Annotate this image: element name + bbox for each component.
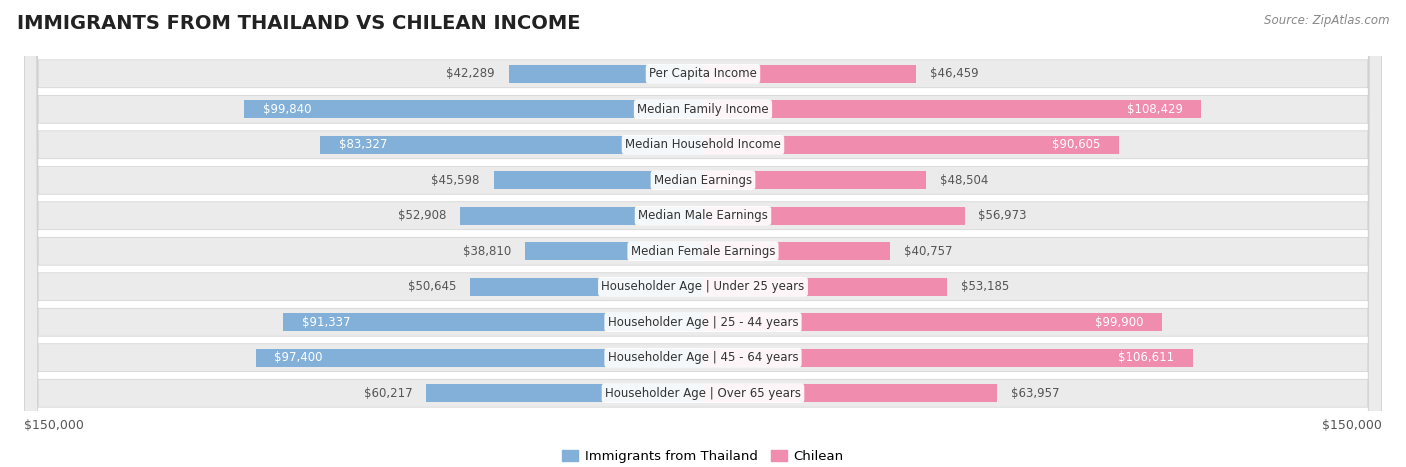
Bar	[245, 100, 703, 118]
Bar	[703, 171, 925, 189]
Text: Householder Age | 25 - 44 years: Householder Age | 25 - 44 years	[607, 316, 799, 329]
Text: Median Family Income: Median Family Income	[637, 103, 769, 116]
Text: $99,840: $99,840	[263, 103, 311, 116]
Text: Median Household Income: Median Household Income	[626, 138, 780, 151]
Text: IMMIGRANTS FROM THAILAND VS CHILEAN INCOME: IMMIGRANTS FROM THAILAND VS CHILEAN INCO…	[17, 14, 581, 33]
Bar	[703, 278, 948, 296]
FancyBboxPatch shape	[24, 0, 1382, 467]
Bar	[524, 242, 703, 260]
FancyBboxPatch shape	[24, 0, 1382, 467]
Text: $40,757: $40,757	[904, 245, 952, 258]
Text: $150,000: $150,000	[24, 419, 84, 432]
Text: $45,598: $45,598	[432, 174, 479, 187]
Text: Source: ZipAtlas.com: Source: ZipAtlas.com	[1264, 14, 1389, 27]
Bar	[460, 207, 703, 225]
Text: $97,400: $97,400	[274, 351, 322, 364]
Bar	[703, 349, 1192, 367]
Bar	[471, 278, 703, 296]
FancyBboxPatch shape	[24, 0, 1382, 467]
FancyBboxPatch shape	[24, 0, 1382, 467]
Bar	[703, 136, 1119, 154]
FancyBboxPatch shape	[24, 0, 1382, 467]
FancyBboxPatch shape	[24, 0, 1382, 467]
Text: Median Earnings: Median Earnings	[654, 174, 752, 187]
Text: Median Male Earnings: Median Male Earnings	[638, 209, 768, 222]
FancyBboxPatch shape	[24, 0, 1382, 467]
Bar	[256, 349, 703, 367]
Text: Per Capita Income: Per Capita Income	[650, 67, 756, 80]
Text: Householder Age | Under 25 years: Householder Age | Under 25 years	[602, 280, 804, 293]
Text: $42,289: $42,289	[446, 67, 495, 80]
Bar	[703, 242, 890, 260]
Legend: Immigrants from Thailand, Chilean: Immigrants from Thailand, Chilean	[557, 445, 849, 467]
Bar	[426, 384, 703, 402]
Bar	[703, 100, 1201, 118]
Text: $60,217: $60,217	[364, 387, 412, 400]
Bar	[703, 65, 917, 83]
Text: $83,327: $83,327	[339, 138, 387, 151]
Bar	[284, 313, 703, 331]
Text: $63,957: $63,957	[1011, 387, 1059, 400]
Text: Median Female Earnings: Median Female Earnings	[631, 245, 775, 258]
FancyBboxPatch shape	[24, 0, 1382, 467]
Text: $48,504: $48,504	[939, 174, 988, 187]
FancyBboxPatch shape	[24, 0, 1382, 467]
Text: Householder Age | Over 65 years: Householder Age | Over 65 years	[605, 387, 801, 400]
Bar	[703, 384, 997, 402]
Text: $53,185: $53,185	[962, 280, 1010, 293]
Bar	[509, 65, 703, 83]
Text: $99,900: $99,900	[1095, 316, 1143, 329]
Text: $50,645: $50,645	[408, 280, 457, 293]
Text: $106,611: $106,611	[1118, 351, 1174, 364]
FancyBboxPatch shape	[24, 0, 1382, 467]
Text: $38,810: $38,810	[463, 245, 510, 258]
Text: $91,337: $91,337	[302, 316, 350, 329]
Text: $52,908: $52,908	[398, 209, 446, 222]
Bar	[494, 171, 703, 189]
Bar	[703, 313, 1161, 331]
Text: $150,000: $150,000	[1322, 419, 1382, 432]
Text: $56,973: $56,973	[979, 209, 1026, 222]
Text: Householder Age | 45 - 64 years: Householder Age | 45 - 64 years	[607, 351, 799, 364]
Text: $90,605: $90,605	[1053, 138, 1101, 151]
Bar	[703, 207, 965, 225]
Text: $108,429: $108,429	[1126, 103, 1182, 116]
Bar	[321, 136, 703, 154]
Text: $46,459: $46,459	[931, 67, 979, 80]
